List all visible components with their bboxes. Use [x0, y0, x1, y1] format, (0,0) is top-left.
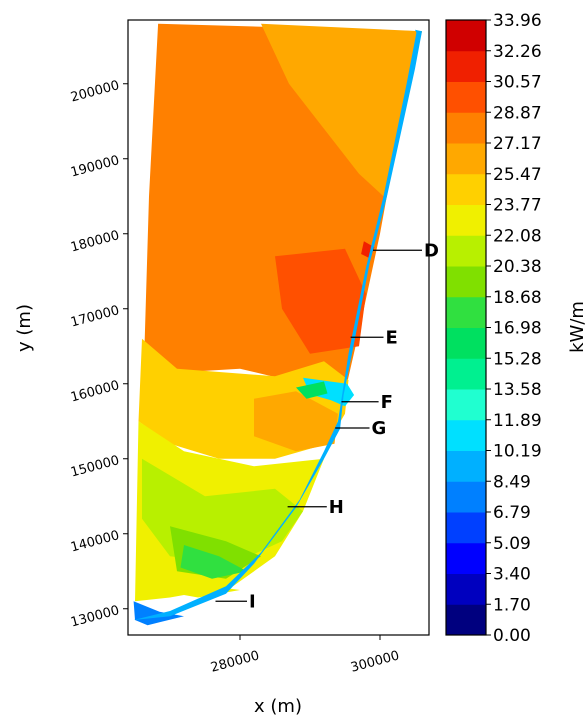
field-region-13: [133, 601, 184, 626]
colorbar-tick-label: 11.89: [493, 411, 542, 431]
colorbar-tick-label: 5.09: [493, 534, 531, 554]
field-region-7: [282, 355, 310, 371]
annotation-label-f: F: [381, 392, 393, 413]
field-region-1: [261, 23, 422, 197]
x-tick-label: 280000: [209, 648, 261, 675]
colorbar-segment: [446, 450, 486, 482]
y-axis-ticks: 130000 140000 150000 160000 170000 180000 1900…: [69, 78, 128, 630]
field-region-3: [275, 248, 366, 354]
colorbar-segment: [446, 358, 486, 390]
y-tick-label: 150000: [69, 453, 121, 480]
colorbar-segment: [446, 512, 486, 544]
colorbar-segment: [446, 50, 486, 82]
colorbar-segment: [446, 604, 486, 636]
colorbar-tick-label: 1.70: [493, 595, 531, 615]
colorbar-tick-label: 20.38: [493, 257, 542, 277]
y-tick-label: 130000: [69, 603, 121, 630]
annotation-label-h: H: [329, 497, 344, 518]
annotation-label-g: G: [372, 418, 387, 439]
field-region-11: [180, 545, 247, 579]
colorbar-tick-label: 25.47: [493, 165, 542, 185]
plot-frame: [127, 19, 430, 636]
colorbar-segment: [446, 266, 486, 298]
field-region-15: [296, 381, 328, 399]
colorbar-tick-label: 22.08: [493, 226, 542, 246]
colorbar-segment: [446, 389, 486, 421]
y-tick-label: 200000: [69, 78, 121, 105]
colorbar-segment: [446, 481, 486, 513]
colorbar-segment: [446, 573, 486, 605]
colorbar: 0.00 1.70 3.40 5.09 6.79 8.49 10.19 11.89 13.58 1…: [445, 11, 542, 646]
colorbar-segment: [446, 173, 486, 205]
colorbar-tick-label: 8.49: [493, 472, 531, 492]
annotation-label-e: E: [386, 327, 398, 348]
annotation-label-d: D: [424, 240, 439, 261]
y-tick-label: 180000: [69, 228, 121, 255]
colorbar-tick-label: 16.98: [493, 319, 542, 339]
colorbar-tick-label: 28.87: [493, 103, 542, 123]
colorbar-segment: [446, 542, 486, 574]
colorbar-tick-label: 27.17: [493, 134, 542, 154]
colorbar-segment: [446, 143, 486, 175]
colorbar-tick-label: 30.57: [493, 73, 542, 93]
annotations: D E FG H I: [215, 240, 439, 612]
y-tick-label: 140000: [69, 528, 121, 555]
plot-area: D E FG H I 280000 300000 130000 140000 150000 16…: [69, 19, 439, 676]
colorbar-tick-label: 0.00: [493, 626, 531, 646]
colorbar-tick-label: 6.79: [493, 503, 531, 523]
colorbar-segment: [446, 296, 486, 328]
colorbar-tick-label: 15.28: [493, 349, 542, 369]
y-tick-label: 160000: [69, 378, 121, 405]
colorbar-tick-label: 23.77: [493, 196, 542, 216]
colorbar-tick-label: 10.19: [493, 442, 542, 462]
x-tick-label: 300000: [349, 648, 401, 675]
colorbar-tick-label: 18.68: [493, 288, 542, 308]
colorbar-segment: [446, 327, 486, 359]
annotation-label-i: I: [249, 591, 256, 612]
y-tick-label: 190000: [69, 153, 121, 180]
field-region-2: [296, 136, 365, 234]
y-tick-label: 170000: [69, 303, 121, 330]
y-axis-label: y (m): [14, 304, 35, 352]
colorbar-tick-label: 3.40: [493, 565, 531, 585]
colorbar-segment: [446, 112, 486, 144]
colorbar-tick-label: 33.96: [493, 11, 542, 31]
colorbar-tick-label: 13.58: [493, 380, 542, 400]
colorbar-segment: [446, 235, 486, 267]
colorbar-segment: [446, 81, 486, 113]
field-region-6: [254, 391, 338, 452]
colorbar-segment: [446, 204, 486, 236]
colorbar-segment: [446, 419, 486, 451]
colorbar-label: kW/m: [567, 301, 587, 353]
colorbar-tick-label: 32.26: [493, 42, 542, 62]
energy-field: [133, 23, 422, 626]
colorbar-segment: [446, 20, 486, 52]
x-axis-label: x (m): [254, 696, 302, 716]
x-axis-ticks: 280000 300000: [209, 635, 401, 676]
